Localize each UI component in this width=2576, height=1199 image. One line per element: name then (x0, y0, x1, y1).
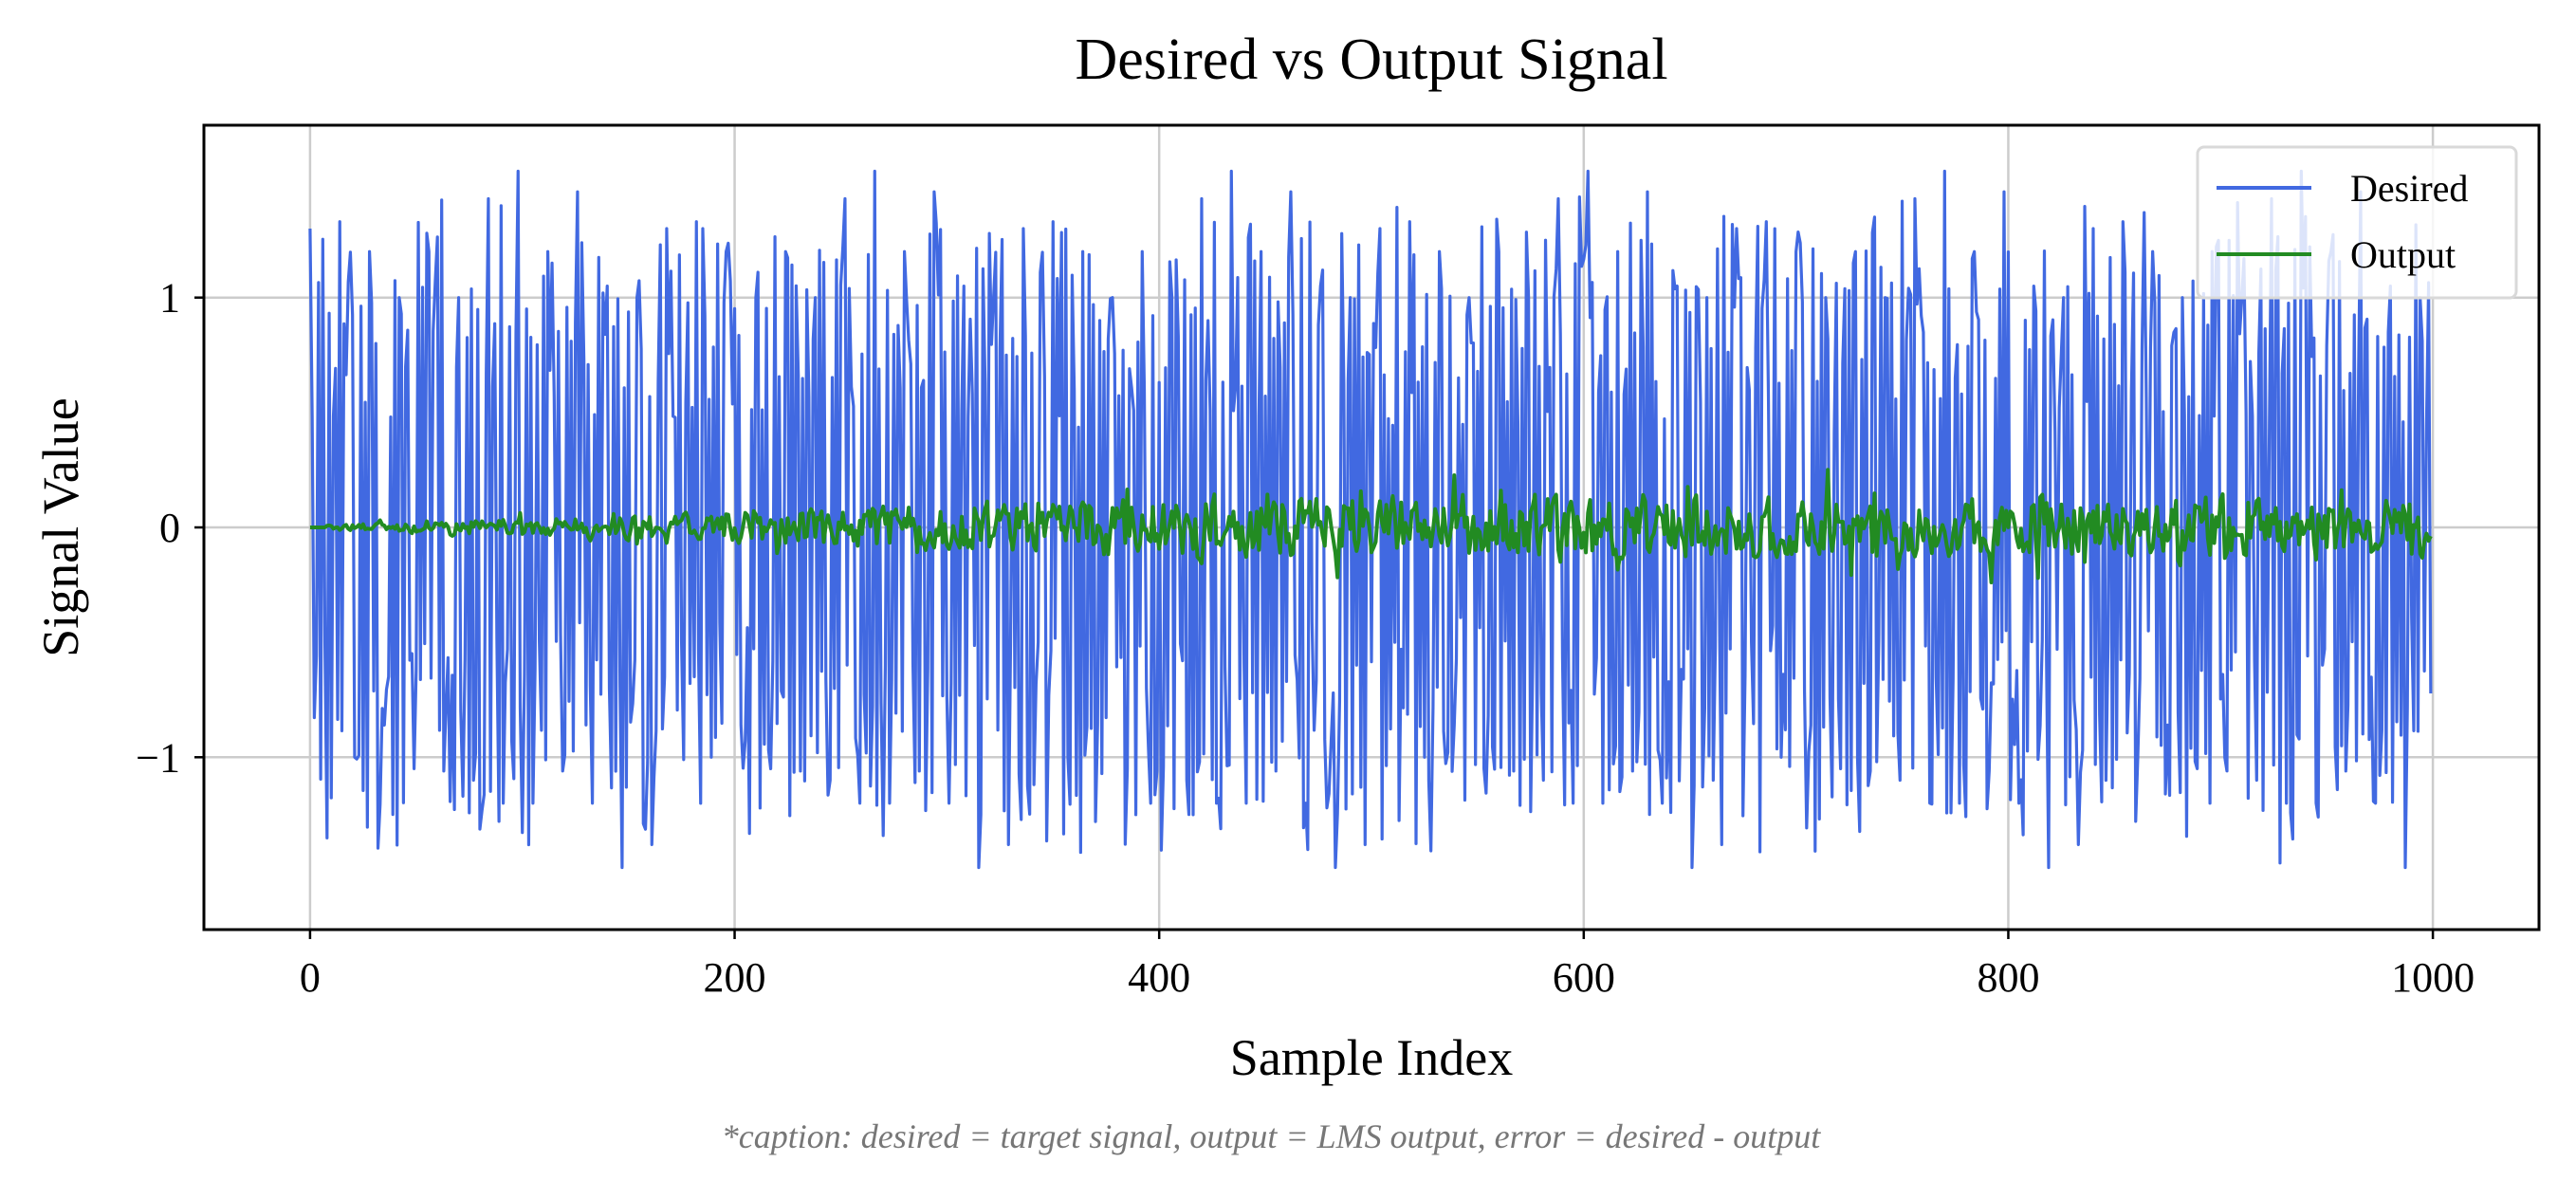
x-tick-label: 600 (1553, 954, 1615, 1001)
y-tick-label: 1 (159, 275, 180, 322)
y-axis-label: Signal Value (32, 397, 89, 656)
chart-caption: *caption: desired = target signal, outpu… (722, 1117, 1821, 1155)
x-axis-label: Sample Index (1230, 1029, 1513, 1086)
x-tick-label: 400 (1128, 954, 1190, 1001)
legend-output-label: Output (2350, 233, 2456, 276)
series-desired-line (308, 169, 2433, 870)
series-layer (308, 169, 2433, 870)
series-output-line (309, 468, 2433, 585)
legend-box (2196, 145, 2518, 300)
x-tick-label: 200 (704, 954, 766, 1001)
y-tick-label: 0 (159, 505, 180, 551)
chart-title: Desired vs Output Signal (1075, 28, 1667, 92)
x-axis: 0 200 400 600 800 1000 (300, 930, 2475, 1001)
x-tick-label: 1000 (2391, 954, 2475, 1001)
x-tick-label: 0 (300, 954, 321, 1001)
legend: Desired Output (2196, 145, 2518, 300)
y-tick-label: −1 (136, 734, 180, 781)
y-axis: −1 0 1 (136, 275, 204, 781)
plot-area (202, 123, 2541, 932)
x-tick-label: 800 (1977, 954, 2039, 1001)
legend-desired-label: Desired (2350, 167, 2468, 210)
